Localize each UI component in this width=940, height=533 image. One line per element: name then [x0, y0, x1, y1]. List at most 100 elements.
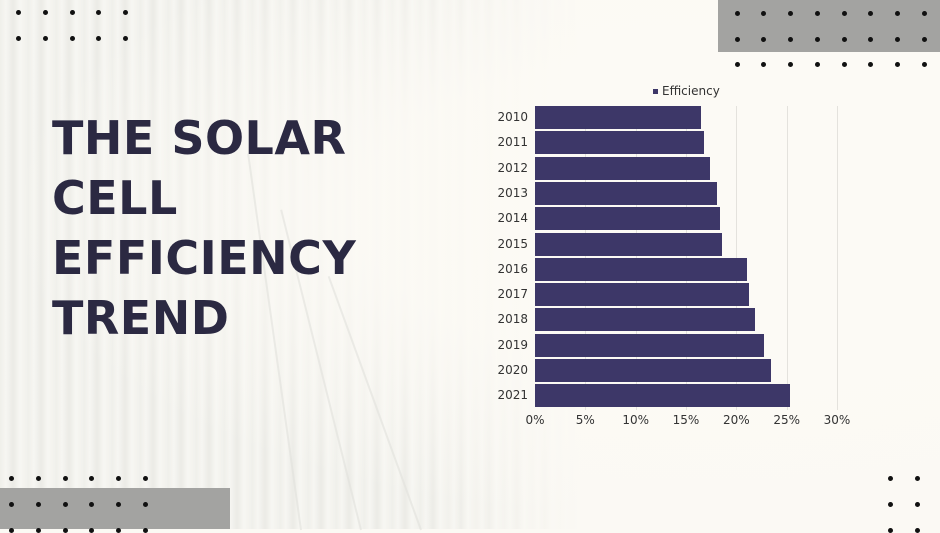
y-axis-label: 2021 — [497, 388, 528, 403]
slide-title: THE SOLAR CELL EFFICIENCY TREND — [52, 108, 356, 348]
decor-dot-icon — [887, 527, 893, 533]
decor-dot-icon — [42, 9, 48, 15]
decor-dot-icon — [35, 501, 41, 507]
decor-dot-icon — [88, 501, 94, 507]
decor-dot-icon — [115, 501, 121, 507]
decor-dot-icon — [760, 61, 766, 67]
decor-dot-icon — [887, 475, 893, 481]
x-axis-tick-label: 5% — [575, 413, 595, 427]
y-axis-label: 2016 — [497, 261, 528, 276]
legend-label: Efficiency — [662, 84, 720, 98]
title-line: TREND — [52, 291, 230, 345]
bar-2017 — [535, 283, 750, 307]
decor-dot-icon — [35, 475, 41, 481]
bar-2019 — [535, 333, 764, 357]
decor-dot-icon — [814, 36, 820, 42]
decor-dot-icon — [867, 61, 873, 67]
decor-dot-icon — [914, 501, 920, 507]
decor-dot-icon — [921, 36, 927, 42]
bar-2015 — [535, 232, 723, 256]
bar-2011 — [535, 131, 705, 155]
y-axis-label: 2017 — [497, 287, 528, 302]
decor-gray-rect-bottom-left — [0, 488, 230, 529]
y-axis-label: 2012 — [497, 160, 528, 175]
decor-dot-icon — [914, 475, 920, 481]
decor-dot-icon — [760, 36, 766, 42]
bar-2012 — [535, 156, 711, 180]
y-axis-label: 2015 — [497, 236, 528, 251]
decor-dot-icon — [787, 61, 793, 67]
decor-dot-icon — [734, 36, 740, 42]
decor-dot-icon — [760, 10, 766, 16]
x-axis-tick-label: 20% — [722, 413, 750, 427]
decor-dot-icon — [88, 475, 94, 481]
decor-dot-icon — [115, 475, 121, 481]
decor-dot-icon — [734, 10, 740, 16]
decor-dot-icon — [62, 475, 68, 481]
decor-dot-icon — [95, 35, 101, 41]
chart-legend: Efficiency — [653, 84, 720, 98]
decor-dot-icon — [142, 475, 148, 481]
decor-dot-icon — [814, 61, 820, 67]
decor-dot-icon — [62, 501, 68, 507]
gridline — [837, 106, 838, 410]
decor-dot-icon — [894, 36, 900, 42]
decor-dot-icon — [69, 9, 75, 15]
decor-dot-icon — [8, 527, 14, 533]
y-axis-label: 2019 — [497, 337, 528, 352]
decor-dot-icon — [914, 527, 920, 533]
y-axis-label: 2020 — [497, 363, 528, 377]
y-axis-label: 2013 — [497, 185, 528, 200]
decor-dot-icon — [921, 61, 927, 67]
x-axis-tick-label: 10% — [622, 413, 649, 427]
legend-swatch-icon — [653, 88, 658, 94]
title-line: THE SOLAR — [52, 111, 347, 165]
bar-2016 — [535, 257, 748, 281]
bar-2013 — [535, 181, 718, 205]
decor-dot-icon — [867, 10, 873, 16]
title-line: CELL — [52, 171, 178, 225]
x-axis-tick-label: 15% — [672, 413, 700, 427]
decor-dot-icon — [894, 61, 900, 67]
decor-dot-icon — [841, 61, 847, 67]
decor-dot-icon — [8, 475, 14, 481]
x-axis-tick-label: 25% — [773, 413, 800, 427]
decor-dot-icon — [95, 9, 101, 15]
bar-2021 — [535, 384, 790, 408]
bar-2010 — [535, 106, 702, 129]
decor-dot-icon — [867, 36, 873, 42]
y-axis-label: 2014 — [497, 211, 528, 226]
decor-dot-icon — [122, 35, 128, 41]
bar-2018 — [535, 308, 756, 332]
decor-dot-icon — [8, 501, 14, 507]
title-line: EFFICIENCY — [52, 231, 357, 285]
bar-2014 — [535, 207, 721, 231]
gridline — [786, 106, 788, 410]
decor-dot-icon — [921, 10, 927, 16]
decor-dot-icon — [787, 10, 793, 16]
x-axis-tick-label: 0% — [525, 413, 545, 427]
decor-gray-rect-top-right — [718, 0, 940, 52]
y-axis-label: 2011 — [497, 135, 528, 150]
bar-2020 — [535, 359, 771, 382]
decor-dot-icon — [122, 9, 128, 15]
decor-dot-icon — [894, 10, 900, 16]
x-axis-tick-label: 30% — [823, 413, 851, 427]
decor-dot-icon — [814, 10, 820, 16]
bar-chart-plot-area — [535, 106, 838, 410]
decor-dot-icon — [734, 61, 740, 67]
decor-dot-icon — [841, 10, 847, 16]
decor-dot-icon — [115, 527, 121, 533]
decor-dot-icon — [787, 36, 793, 42]
decor-dot-icon — [142, 527, 148, 533]
decor-dot-icon — [142, 501, 148, 507]
decor-dot-icon — [88, 527, 94, 533]
decor-dot-icon — [841, 36, 847, 42]
decor-dot-icon — [15, 35, 21, 41]
decor-dot-icon — [35, 527, 41, 533]
decor-dot-icon — [887, 501, 893, 507]
decor-dot-icon — [69, 35, 75, 41]
decor-dot-icon — [15, 9, 21, 15]
y-axis-label: 2010 — [497, 110, 528, 124]
